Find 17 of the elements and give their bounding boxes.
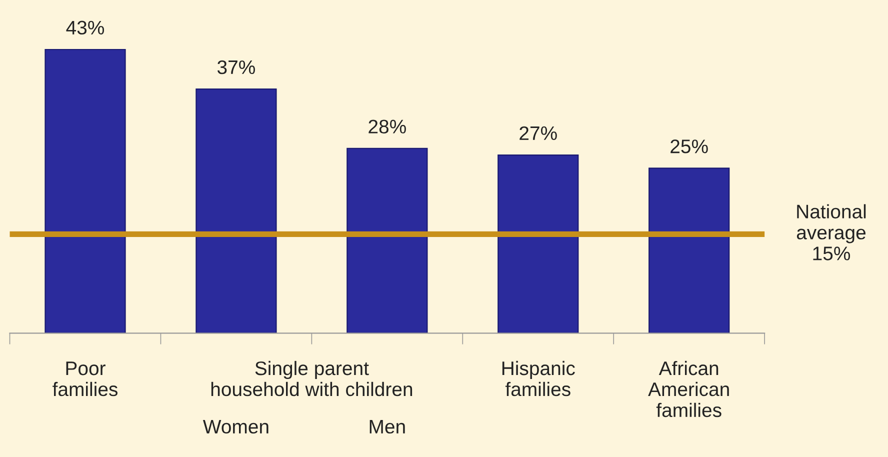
data-label: 25% <box>670 140 708 154</box>
bar <box>196 88 277 334</box>
data-label: 43% <box>66 20 104 35</box>
x-tick-label: Men <box>370 420 405 434</box>
ref-line-label: National average 15% <box>796 204 866 260</box>
x-tick-label: Hispanic families <box>502 360 575 396</box>
data-label: 37% <box>217 60 255 74</box>
bar <box>648 168 730 334</box>
bar <box>346 148 428 334</box>
x-tick-label: African American families <box>648 360 729 418</box>
bar <box>498 154 579 334</box>
x-tick-label: Women <box>202 420 268 434</box>
data-label: 28% <box>368 120 406 134</box>
bar <box>44 48 126 334</box>
data-label: 27% <box>520 126 557 140</box>
text: Single parent household with children <box>211 360 412 396</box>
x-tick-label: Poor families <box>52 362 118 396</box>
